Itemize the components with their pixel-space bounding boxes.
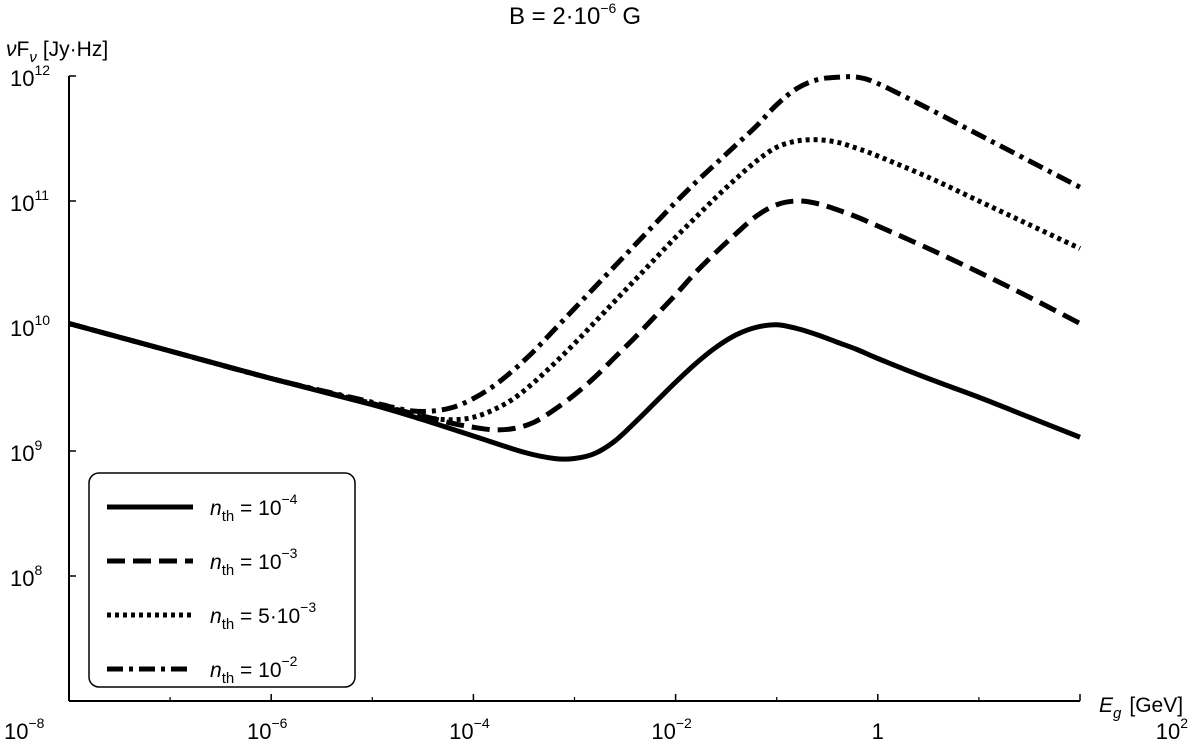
x-tick-label-exponent: −2 [676, 715, 692, 731]
legend-equals: = 10 [234, 551, 281, 574]
chart-title: B = 2·10−6 G [509, 0, 641, 30]
x-tick-label-base: 10 [247, 719, 271, 743]
x-tick-label: 1 [872, 719, 884, 743]
x-tick-label-base: 10 [449, 719, 473, 743]
x-axis-label: Eg [GeV] [1099, 694, 1183, 722]
legend-subscript: th [222, 508, 235, 525]
legend-exponent: −4 [282, 491, 298, 507]
legend-var: n [210, 605, 222, 628]
legend-var: n [210, 551, 222, 574]
y-tick-label-exponent: 8 [34, 562, 42, 578]
y-tick-label-exponent: 12 [34, 62, 50, 78]
y-tick-label-exponent: 9 [34, 437, 42, 453]
y-tick-label-base: 10 [10, 566, 34, 591]
legend-label-2: nth = 10−3 [210, 545, 298, 579]
x-tick-label-exponent: −4 [474, 715, 490, 731]
x-tick-label-exponent: −6 [271, 715, 287, 731]
x-tick-label-base: 10 [4, 719, 28, 743]
series-line-2 [68, 198, 1082, 433]
legend-var: n [210, 659, 222, 682]
x-tick-label-base: 1 [872, 719, 884, 743]
axis-ticks [68, 75, 1081, 701]
y-axis-label: νFν [Jy·Hz] [6, 38, 108, 66]
legend-label-4: nth = 10−2 [210, 653, 298, 687]
y-tick-label-base: 10 [10, 66, 34, 91]
x-label-e: E [1099, 694, 1114, 717]
legend-exponent: −3 [282, 545, 298, 561]
legend-label-3: nth = 5·10−3 [210, 599, 316, 633]
y-tick-label: 108 [10, 562, 42, 591]
x-tick-label: 10−2 [651, 715, 692, 743]
legend-equals: = 5·10 [234, 605, 300, 628]
legend-subscript: th [222, 562, 235, 579]
legend-equals: = 10 [234, 497, 281, 520]
legend-box [88, 472, 356, 688]
y-tick-label: 109 [10, 437, 42, 466]
data-series [68, 74, 1082, 462]
x-tick-label: 10−4 [449, 715, 490, 743]
y-label-subscript: ν [29, 49, 37, 66]
x-tick-label: 10−8 [4, 715, 45, 743]
y-tick-label: 1010 [10, 312, 50, 341]
x-label-unit: [GeV] [1129, 694, 1183, 717]
y-label-nu: ν [6, 38, 17, 61]
y-tick-label-base: 10 [10, 316, 34, 341]
x-tick-label-base: 10 [651, 719, 675, 743]
y-tick-label-base: 10 [10, 191, 34, 216]
x-tick-label: 102 [1156, 715, 1188, 743]
series-line-4 [68, 74, 1082, 414]
x-tick-label-base: 10 [1156, 719, 1180, 743]
chart-title-exponent: −6 [600, 0, 616, 16]
y-label-f: F [17, 38, 30, 61]
chart-title-text: B = 2·10 [509, 3, 600, 30]
y-label-unit: [Jy·Hz] [43, 38, 108, 61]
y-tick-label: 1012 [10, 62, 50, 91]
legend-exponent: −3 [300, 599, 316, 615]
x-tick-label-exponent: −8 [28, 715, 44, 731]
y-tick-label: 1011 [10, 187, 49, 216]
legend-label-1: nth = 10−4 [210, 491, 298, 525]
x-tick-label: 10−6 [247, 715, 288, 743]
y-tick-label-base: 10 [10, 441, 34, 466]
y-tick-label-exponent: 11 [34, 187, 49, 203]
legend-subscript: th [222, 670, 235, 687]
legend-exponent: −2 [282, 653, 298, 669]
legend-subscript: th [222, 616, 235, 633]
x-label-subscript: g [1113, 705, 1122, 722]
legend-equals: = 10 [234, 659, 281, 682]
legend-var: n [210, 497, 222, 520]
series-line-1 [68, 321, 1081, 462]
x-tick-label-exponent: 2 [1180, 715, 1188, 731]
y-tick-label-exponent: 10 [34, 312, 50, 328]
chart-title-unit: G [622, 3, 641, 30]
